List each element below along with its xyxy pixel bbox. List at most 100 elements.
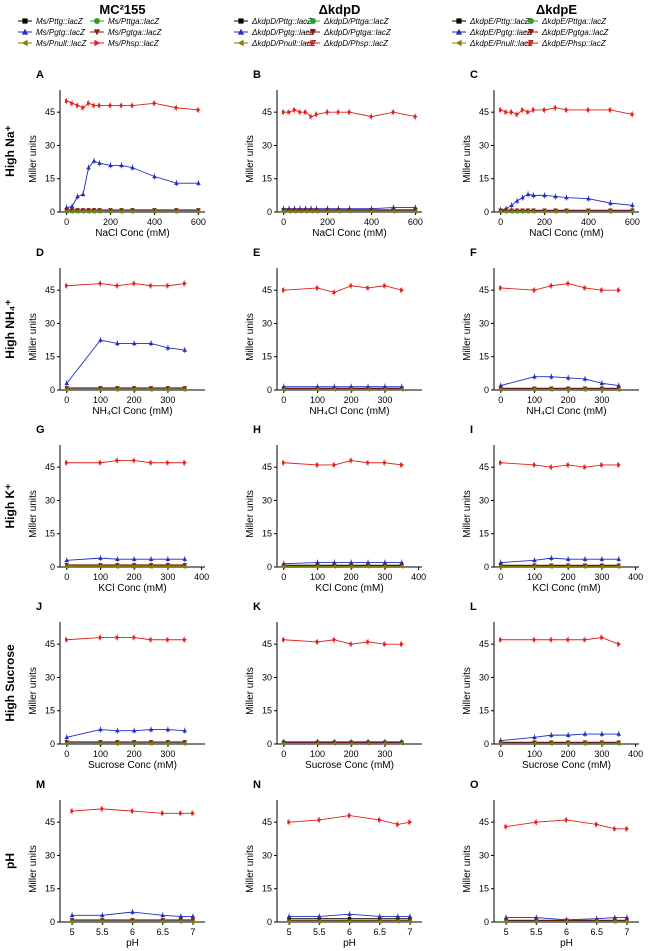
data-point [69, 913, 75, 918]
data-point [165, 564, 170, 569]
data-point [281, 109, 286, 115]
x-tick-label: 7 [190, 927, 195, 937]
y-tick-label: 30 [45, 495, 55, 505]
series-line [506, 917, 627, 921]
data-point [383, 283, 388, 289]
panel-letter: D [36, 247, 44, 259]
data-point [86, 101, 91, 106]
x-tick-label: 200 [320, 217, 335, 227]
legend-label: Ms/Pnull::lacZ [36, 39, 87, 48]
legend-entry: ΔkdpD/Pttg::lacZ [234, 17, 313, 26]
data-point [115, 740, 120, 745]
data-point [509, 109, 514, 115]
data-point [608, 107, 613, 113]
row-label-5: pH [3, 853, 17, 869]
data-point [108, 163, 113, 168]
x-tick-label: 0 [64, 749, 69, 759]
data-point [599, 741, 604, 746]
row-label-1: High Na⁺ [3, 125, 17, 177]
y-axis-label: Miller units [245, 135, 256, 183]
data-point [366, 285, 371, 291]
data-point [91, 158, 97, 163]
data-point [503, 919, 508, 924]
data-point [395, 919, 400, 924]
data-point [86, 208, 91, 213]
y-tick-label: 15 [262, 529, 272, 539]
data-point [348, 387, 353, 392]
series [65, 457, 188, 466]
series [70, 805, 196, 817]
data-point [287, 819, 292, 825]
data-point [332, 637, 337, 643]
data-point [182, 564, 187, 569]
data-point [115, 387, 120, 392]
y-tick-label: 30 [45, 140, 55, 150]
panel-M: M 0 15 30 45 5 5.5 6 6.5 7 pH Miller units [28, 779, 205, 949]
x-tick-label: 0 [64, 572, 69, 582]
data-point [98, 460, 103, 466]
series [281, 387, 404, 392]
legend-marker [94, 18, 100, 24]
x-tick-label: 100 [310, 572, 325, 582]
legend-marker [527, 29, 535, 36]
panel-letter: G [36, 424, 45, 436]
legend-label: ΔkdpE/Pttg::lacZ [469, 17, 531, 26]
series [503, 919, 629, 924]
data-point [75, 208, 80, 213]
x-tick-label: 7 [624, 927, 629, 937]
data-point [549, 564, 554, 569]
data-point [520, 195, 525, 200]
x-tick-label: 200 [561, 395, 576, 405]
data-point [130, 103, 135, 108]
y-tick-label: 30 [479, 318, 489, 328]
data-point [553, 209, 558, 214]
legend-marker [528, 18, 534, 24]
x-tick-label: 5.5 [96, 927, 109, 937]
series [281, 741, 404, 746]
data-point [532, 387, 537, 392]
data-point [515, 112, 520, 117]
data-point [165, 387, 170, 392]
data-point [332, 564, 337, 569]
data-point [566, 281, 571, 286]
data-point [115, 386, 120, 391]
series [64, 157, 201, 211]
data-point [365, 387, 370, 392]
series [498, 555, 622, 566]
legend-marker [309, 29, 317, 36]
data-point [100, 806, 105, 812]
data-point [98, 555, 103, 560]
data-point [69, 918, 75, 923]
y-tick-label: 15 [262, 352, 272, 362]
data-point [586, 107, 591, 113]
y-axis-label: Miller units [28, 845, 39, 893]
x-axis-label: NH₄Cl Conc (mM) [309, 406, 389, 417]
y-tick-label: 30 [479, 495, 489, 505]
legend-entry: ΔkdpE/Pgtg::lacZ [452, 28, 533, 37]
data-point [532, 741, 537, 746]
data-point [612, 915, 618, 920]
panel-letter: F [470, 247, 477, 259]
series [64, 555, 188, 564]
x-axis-label: NaCl Conc (mM) [529, 228, 603, 239]
series [64, 337, 188, 387]
data-point [149, 637, 154, 643]
data-point [281, 741, 286, 746]
data-point [316, 919, 321, 924]
x-tick-label: 600 [191, 217, 206, 227]
data-point [315, 741, 320, 746]
legend-entry: ΔkdpE/Pttg::lacZ [452, 17, 531, 26]
panel-letter: J [36, 601, 42, 613]
series [64, 98, 201, 113]
data-point [130, 918, 135, 923]
data-point [325, 109, 330, 115]
data-point [314, 112, 319, 117]
x-tick-label: 0 [64, 217, 69, 227]
data-point [325, 209, 330, 214]
data-point [564, 919, 569, 924]
data-point [413, 205, 418, 210]
data-point [131, 341, 137, 346]
data-point [86, 165, 91, 170]
data-point [564, 195, 569, 200]
y-tick-label: 15 [479, 884, 489, 894]
